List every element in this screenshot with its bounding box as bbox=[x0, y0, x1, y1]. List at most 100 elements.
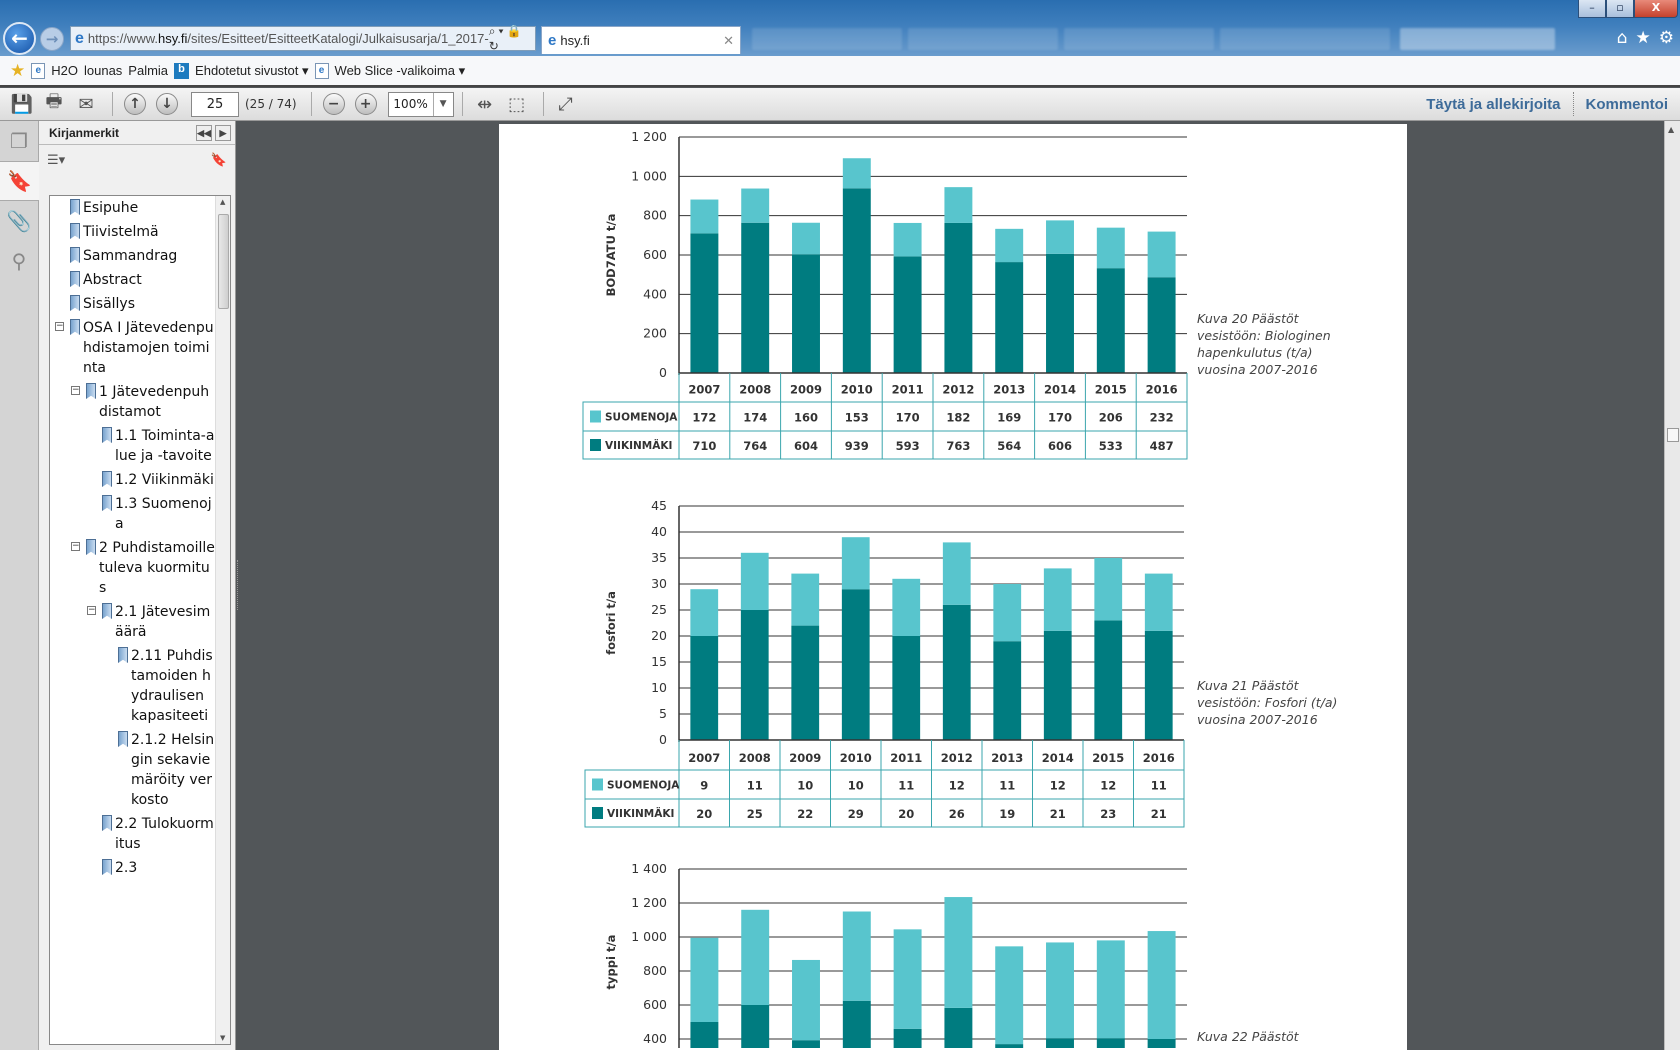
gear-icon[interactable]: ⚙ bbox=[1658, 28, 1674, 48]
binoculars-icon[interactable]: ⚲ bbox=[11, 249, 27, 273]
fullscreen-icon[interactable]: ⤢ bbox=[558, 93, 573, 115]
next-page-button[interactable]: ↓ bbox=[156, 93, 178, 115]
bookmark-item[interactable]: Esipuhe bbox=[50, 196, 215, 220]
bar-viikinmäki-2008 bbox=[740, 610, 769, 740]
forward-button[interactable]: → bbox=[40, 27, 64, 51]
bookmark-label: 2 Puhdistamoille tuleva kuormitus bbox=[99, 540, 215, 596]
page-number-input[interactable]: 25 bbox=[191, 91, 239, 117]
previous-page-button[interactable]: ↑ bbox=[124, 93, 146, 115]
bookmark-item[interactable]: − 2 Puhdistamoille tuleva kuormitus bbox=[50, 536, 215, 600]
expand-panel-icon[interactable]: ▶ bbox=[215, 124, 231, 141]
bar-suomenoja-2015 bbox=[1094, 558, 1123, 621]
bookmark-label: 2.1 Jätevesimäärä bbox=[115, 604, 211, 640]
collapse-toggle-icon[interactable]: − bbox=[55, 321, 64, 331]
favorites-add-icon[interactable]: ★ bbox=[10, 60, 26, 80]
fill-sign-button[interactable]: Täytä ja allekirjoita bbox=[1426, 95, 1561, 113]
favorites-star-icon[interactable]: ★ bbox=[1635, 28, 1651, 48]
bookmark-item[interactable]: 2.3 bbox=[50, 856, 215, 880]
x-tick-label: 2012 bbox=[942, 383, 974, 397]
bookmark-item[interactable]: 2.2 Tulokuormitus bbox=[50, 812, 215, 856]
document-scrollbar[interactable]: ▲ bbox=[1664, 121, 1680, 1050]
bookmark-item[interactable]: Abstract bbox=[50, 268, 215, 292]
data-label: 11 bbox=[747, 779, 763, 793]
bookmarks-title: Kirjanmerkit bbox=[49, 125, 120, 140]
address-bar[interactable]: e https://www. hsy.fi/sites/Esitteet/Esit… bbox=[70, 24, 536, 53]
home-icon[interactable]: ⌂ bbox=[1616, 28, 1628, 48]
zoom-in-button[interactable]: + bbox=[354, 93, 377, 115]
tab-background[interactable] bbox=[1064, 28, 1214, 50]
data-label: 11 bbox=[898, 779, 914, 793]
bookmark-item[interactable]: − 2.1 Jätevesimäärä bbox=[50, 600, 215, 644]
bookmark-item[interactable]: Sisällys bbox=[50, 292, 215, 316]
bookmark-icon bbox=[102, 603, 112, 619]
scroll-up-icon[interactable]: ▲ bbox=[1668, 125, 1675, 134]
data-label: 21 bbox=[1151, 807, 1167, 821]
scroll-up-icon[interactable]: ▲ bbox=[220, 198, 226, 206]
web-slice-link[interactable]: Web Slice -valikoima ▾ bbox=[334, 62, 466, 78]
attachment-icon[interactable]: 📎 bbox=[6, 209, 32, 233]
bookmark-item[interactable]: 1.2 Viikinmäki bbox=[50, 468, 215, 492]
email-icon[interactable]: ✉ bbox=[78, 93, 94, 115]
bookmark-item[interactable]: − 1 Jätevedenpuhdistamot bbox=[50, 380, 215, 424]
save-icon[interactable]: 💾 bbox=[10, 93, 34, 115]
bookmark-options-icon[interactable]: ☰▾ bbox=[47, 152, 66, 168]
zoom-select[interactable]: 100% ▼ bbox=[387, 91, 454, 117]
y-axis-label: fosfori t/a bbox=[604, 591, 618, 655]
x-tick-label: 2014 bbox=[1044, 383, 1076, 397]
comment-button[interactable]: Kommentoi bbox=[1585, 95, 1669, 113]
collapse-panel-icon[interactable]: ◀◀ bbox=[196, 124, 212, 141]
collapse-toggle-icon[interactable]: − bbox=[71, 385, 80, 395]
zoom-out-button[interactable]: − bbox=[322, 93, 345, 115]
bookmark-item[interactable]: 2.1.2 Helsingin sekaviemäröity verkosto bbox=[50, 728, 215, 812]
collapse-toggle-icon[interactable]: − bbox=[87, 605, 96, 615]
bar-viikinmäki-2011 bbox=[893, 256, 922, 373]
tab-background[interactable] bbox=[908, 28, 1058, 50]
url-domain: hsy.fi bbox=[157, 31, 188, 46]
bookmark-icon bbox=[102, 815, 112, 831]
back-button[interactable]: ← bbox=[3, 22, 36, 55]
bookmark-icon[interactable]: 🔖 bbox=[0, 161, 39, 201]
tab-background[interactable] bbox=[752, 28, 902, 50]
print-icon[interactable]: 🖶 bbox=[45, 91, 63, 112]
bookmark-item[interactable]: Tiivistelmä bbox=[50, 220, 215, 244]
collapse-toggle-icon[interactable]: − bbox=[71, 541, 80, 551]
minimize-button[interactable]: – bbox=[1578, 0, 1606, 18]
page-icon: e bbox=[31, 62, 46, 79]
bookmark-item[interactable]: 1.3 Suomenoja bbox=[50, 492, 215, 536]
bookmark-item[interactable]: 1.1 Toiminta-alue ja -tavoite bbox=[50, 424, 215, 468]
fav-link[interactable]: Palmia bbox=[128, 63, 169, 78]
pane-resize-handle[interactable] bbox=[237, 560, 240, 610]
scrollbar-thumb[interactable] bbox=[1667, 428, 1679, 442]
bookmark-scrollbar[interactable]: ▲ ▼ bbox=[215, 196, 230, 1044]
bookmark-icon bbox=[86, 539, 96, 555]
restore-button[interactable]: ▫ bbox=[1606, 0, 1634, 18]
address-tools-icons[interactable]: ⌕▾🔒↻ bbox=[488, 24, 525, 53]
bookmark-icon bbox=[118, 647, 128, 663]
suggested-sites-link[interactable]: Ehdotetut sivustot ▾ bbox=[195, 62, 309, 78]
bing-icon: b bbox=[174, 62, 190, 79]
fit-page-icon[interactable]: ⬚ bbox=[508, 93, 526, 115]
tab-background[interactable] bbox=[1220, 28, 1390, 50]
divider bbox=[461, 92, 463, 116]
tab-close-icon[interactable]: ✕ bbox=[723, 32, 734, 48]
data-label: 604 bbox=[794, 439, 818, 453]
bookmark-expand-current-icon[interactable]: 🔖 bbox=[210, 152, 227, 168]
bookmark-label: 2.1.2 Helsingin sekaviemäröity verkosto bbox=[131, 732, 215, 808]
bookmark-item[interactable]: 2.11 Puhdistamoiden hydraulisen kapasite… bbox=[50, 644, 215, 728]
bar-viikinmäki-2013 bbox=[993, 641, 1022, 740]
bookmark-item[interactable]: − OSA I Jätevedenpuhdistamojen toiminta bbox=[50, 316, 215, 380]
fav-link[interactable]: H2O bbox=[51, 63, 78, 78]
scrollbar-thumb[interactable] bbox=[218, 214, 229, 309]
scroll-down-icon[interactable]: ▼ bbox=[220, 1034, 226, 1042]
fit-width-icon[interactable]: ⇹ bbox=[477, 93, 493, 115]
bar-suomenoja-2007 bbox=[690, 589, 719, 636]
tab-background[interactable] bbox=[1400, 28, 1555, 50]
close-window-button[interactable]: X bbox=[1634, 0, 1678, 18]
bookmark-item[interactable]: Sammandrag bbox=[50, 244, 215, 268]
tab-active[interactable]: e hsy.fi ✕ bbox=[541, 26, 741, 54]
data-label: 564 bbox=[997, 439, 1021, 453]
page-thumbnails-icon[interactable]: ❐ bbox=[10, 129, 28, 153]
fav-link[interactable]: lounas bbox=[83, 63, 123, 78]
bar-suomenoja-2011 bbox=[892, 578, 921, 636]
bar-suomenoja-2015 bbox=[1096, 940, 1125, 1039]
